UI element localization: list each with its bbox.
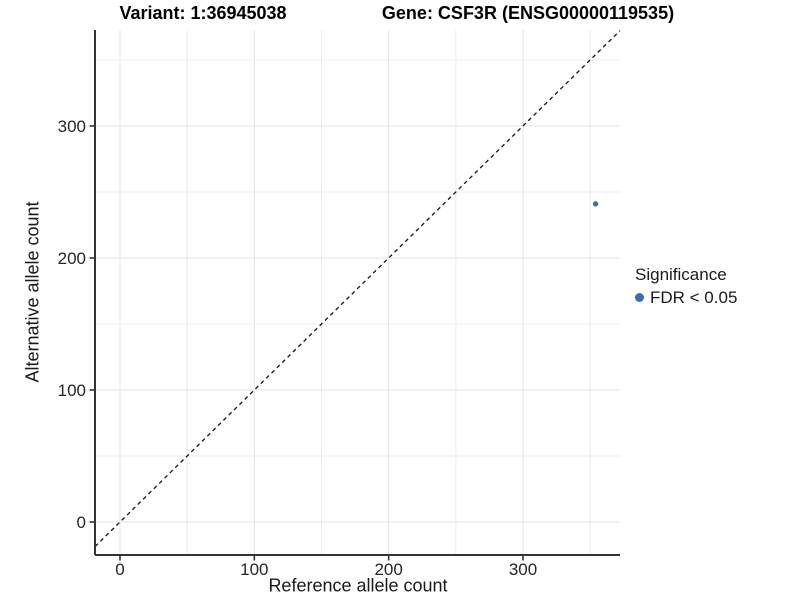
x-tick-label: 200: [374, 560, 402, 579]
x-tick-label: 100: [240, 560, 268, 579]
data-point: [592, 201, 599, 207]
legend: Significance FDR < 0.05: [635, 264, 737, 308]
identity-line: [94, 30, 621, 548]
y-tick-label: 0: [77, 513, 86, 532]
plot-title-gene: Gene: CSF3R (ENSG00000119535): [381, 3, 675, 23]
x-tick-label: 300: [509, 560, 537, 579]
legend-item-label: FDR < 0.05: [650, 288, 738, 307]
plot-title-variant: Variant: 1:36945038: [119, 3, 287, 23]
x-tick-label: 0: [115, 560, 124, 579]
y-tick-label: 200: [58, 249, 86, 268]
y-axis-title: Alternative allele count: [22, 201, 43, 383]
y-tick-label: 300: [58, 117, 86, 136]
legend-point-icon: [635, 293, 644, 302]
y-tick-label: 100: [58, 381, 86, 400]
x-axis-title: Reference allele count: [268, 575, 448, 596]
legend-item: FDR < 0.05: [635, 287, 737, 308]
legend-title: Significance: [635, 265, 727, 284]
